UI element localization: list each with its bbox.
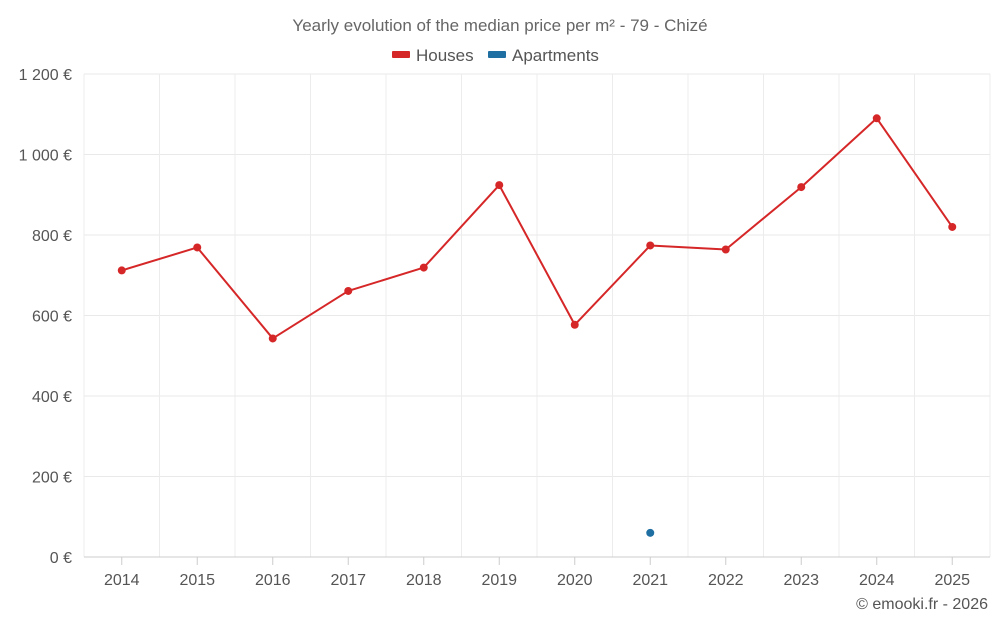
data-point-houses	[193, 243, 202, 252]
series-group	[117, 114, 957, 537]
x-tick-label: 2020	[557, 572, 593, 589]
legend: Houses Apartments	[392, 46, 599, 65]
y-tick-label: 400 €	[32, 389, 72, 406]
data-point-houses	[570, 320, 579, 329]
data-point-houses	[797, 183, 806, 192]
x-tick-label: 2018	[406, 572, 442, 589]
data-point-houses	[117, 266, 126, 275]
legend-label-apartments: Apartments	[512, 46, 599, 65]
x-tick-label: 2014	[104, 572, 140, 589]
data-point-houses	[344, 286, 353, 295]
y-tick-label: 200 €	[32, 470, 72, 487]
data-point-houses	[721, 245, 730, 254]
chart-title: Yearly evolution of the median price per…	[292, 16, 707, 35]
data-point-houses	[872, 114, 881, 123]
legend-item-apartments[interactable]: Apartments	[488, 46, 599, 65]
y-tick-label: 800 €	[32, 228, 72, 245]
data-point-houses	[495, 181, 504, 190]
data-point-apartments	[646, 528, 655, 537]
x-tick-label: 2025	[934, 572, 970, 589]
legend-swatch-apartments	[488, 51, 506, 58]
x-tick-label: 2024	[859, 572, 895, 589]
data-point-houses	[948, 222, 957, 231]
credit-text: © emooki.fr - 2026	[856, 596, 988, 613]
x-axis-ticks: 2014 2015 2016 2017 2018 2019 2020 2021 2022 2023…	[104, 557, 970, 589]
legend-item-houses[interactable]: Houses	[392, 46, 474, 65]
y-tick-label: 1 000 €	[19, 148, 72, 165]
data-point-houses	[646, 241, 655, 250]
gridlines	[83, 73, 991, 557]
y-axis-ticks: 0 € 200 € 400 € 600 € 800 € 1 000 € 1 200 €	[19, 67, 72, 567]
series-line-houses	[121, 117, 954, 340]
data-point-houses	[419, 263, 428, 272]
x-tick-label: 2021	[632, 572, 668, 589]
y-tick-label: 1 200 €	[19, 67, 72, 84]
legend-swatch-houses	[392, 51, 410, 58]
x-tick-label: 2015	[179, 572, 215, 589]
x-tick-label: 2023	[783, 572, 819, 589]
x-tick-label: 2016	[255, 572, 291, 589]
y-tick-label: 600 €	[32, 309, 72, 326]
x-tick-label: 2017	[330, 572, 366, 589]
y-tick-label: 0 €	[50, 550, 72, 567]
x-tick-label: 2019	[481, 572, 517, 589]
x-tick-label: 2022	[708, 572, 744, 589]
legend-label-houses: Houses	[416, 46, 474, 65]
data-point-houses	[268, 334, 277, 343]
